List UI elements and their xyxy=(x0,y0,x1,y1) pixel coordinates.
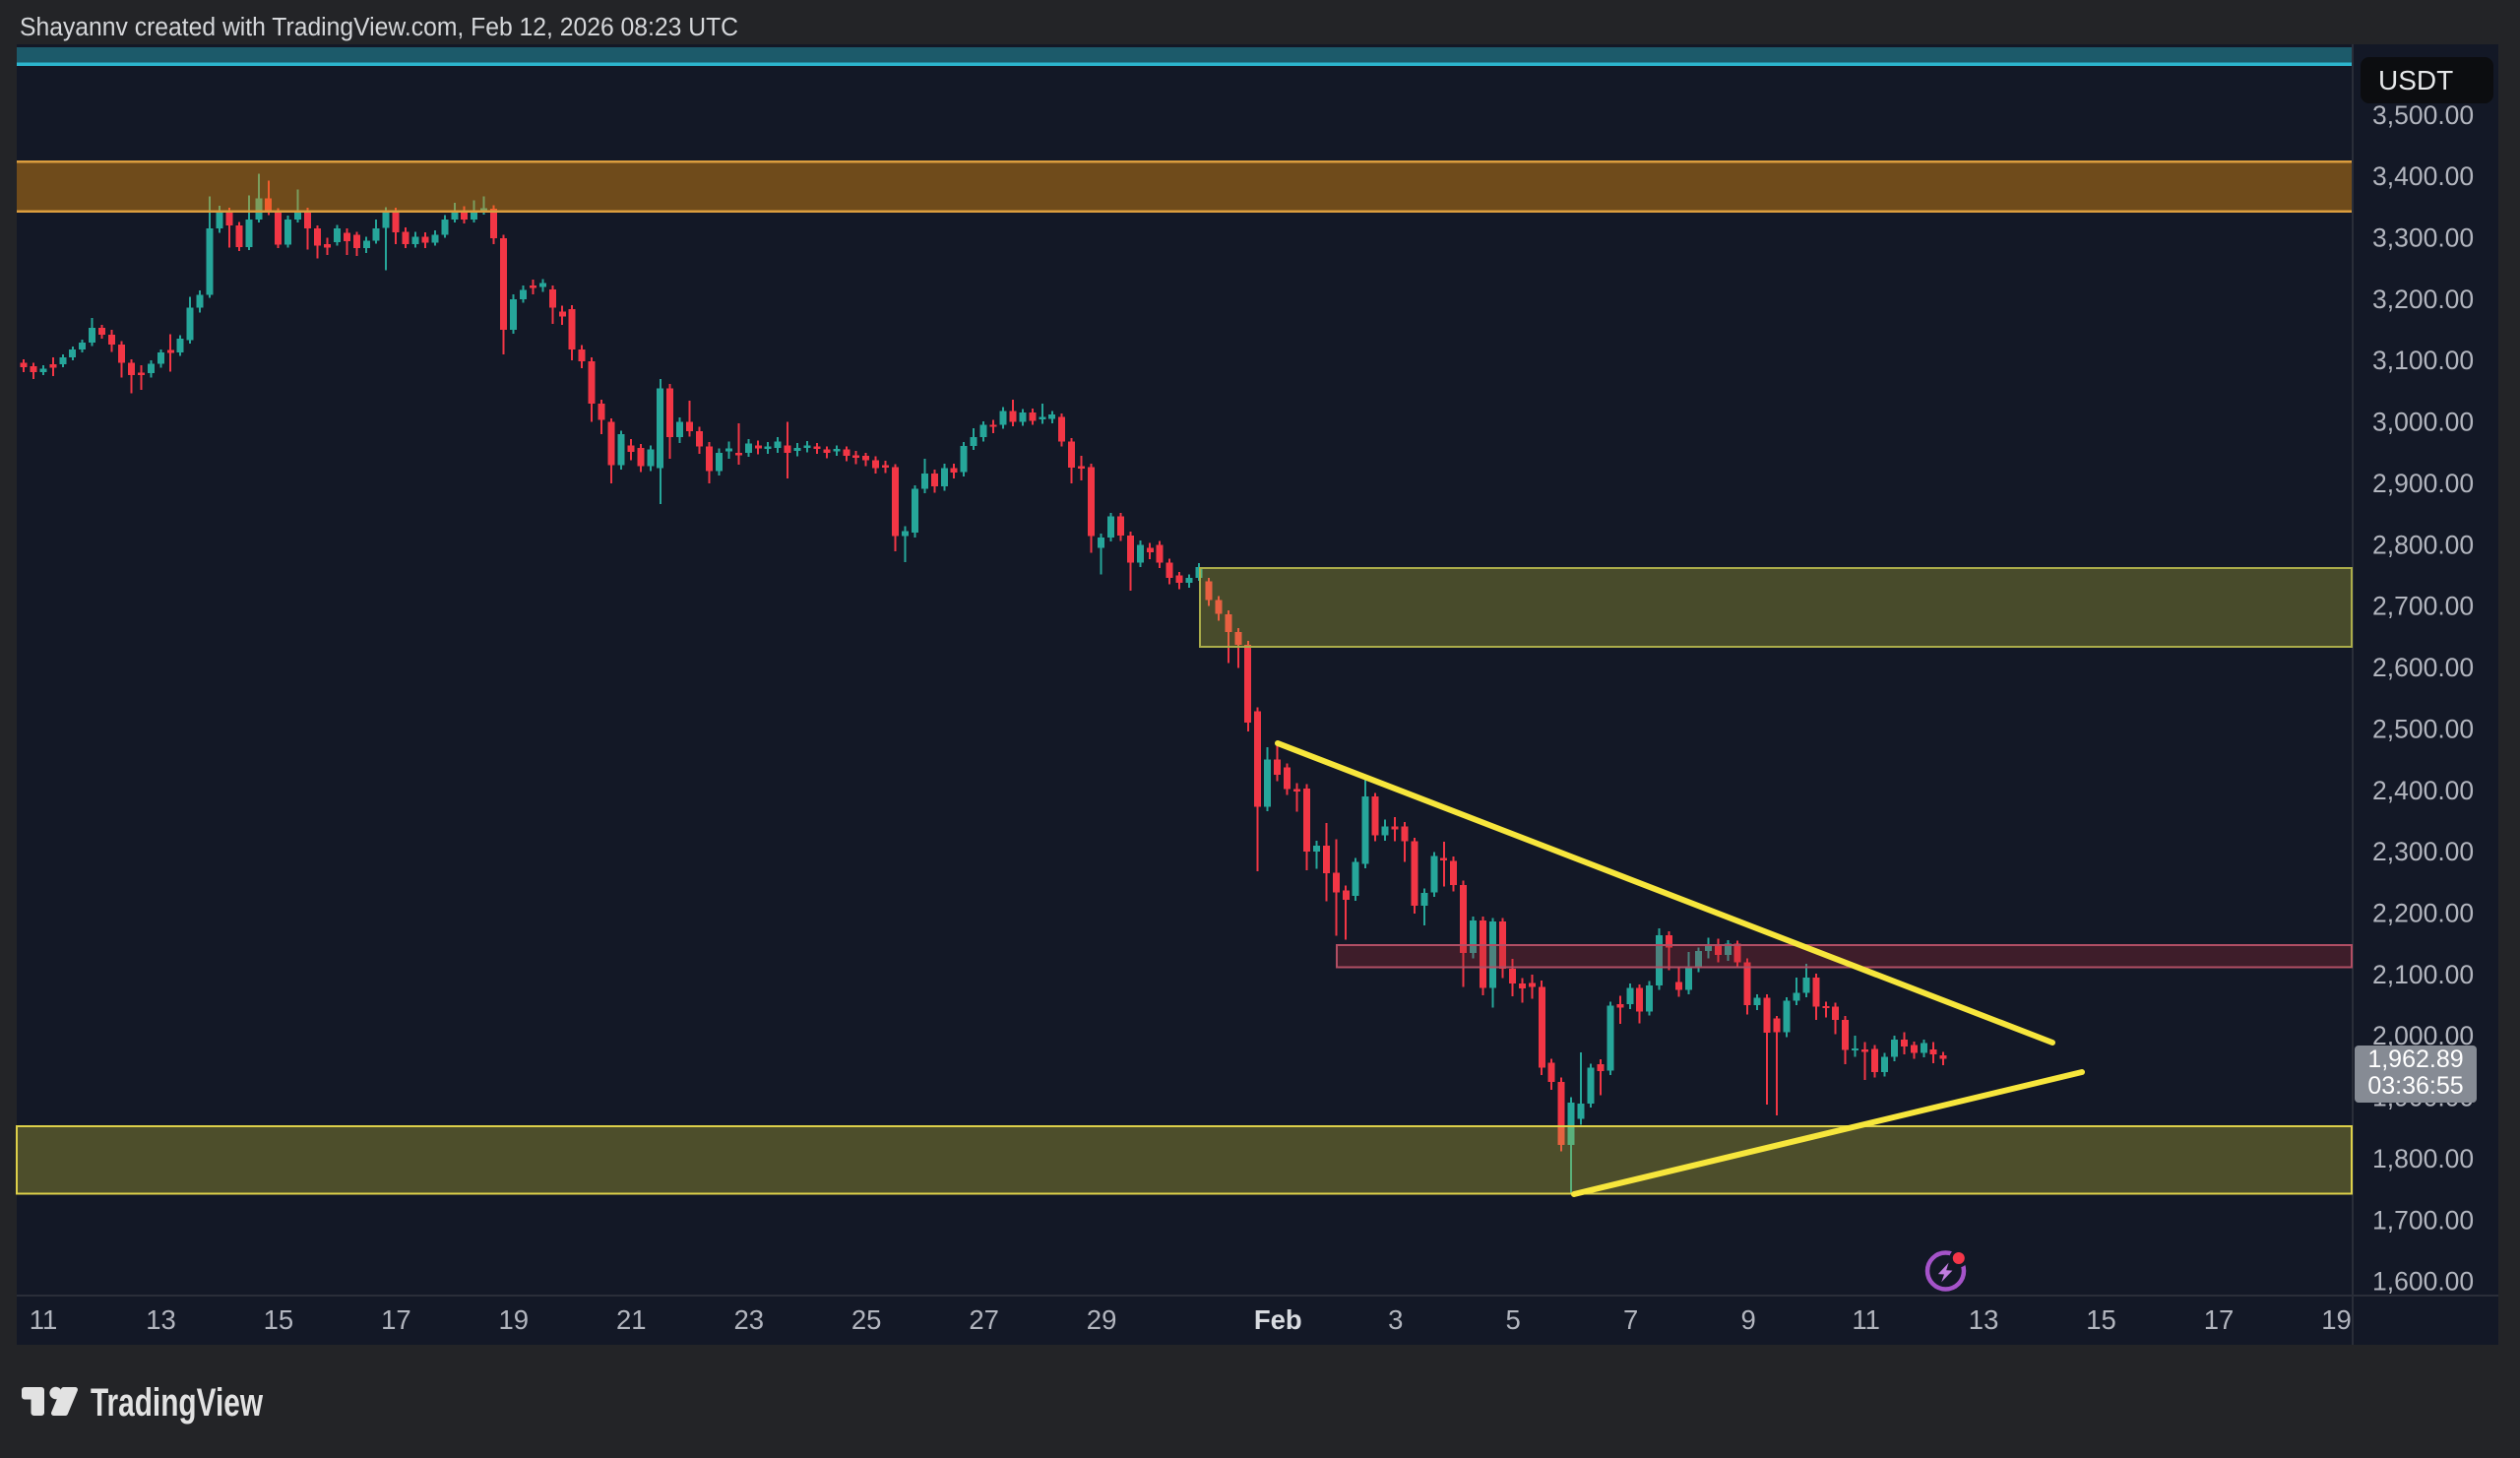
svg-text:2,600.00: 2,600.00 xyxy=(2372,653,2474,682)
svg-text:15: 15 xyxy=(264,1304,294,1335)
svg-text:03:36:55: 03:36:55 xyxy=(2367,1072,2463,1100)
svg-text:3,400.00: 3,400.00 xyxy=(2372,161,2474,191)
svg-text:3: 3 xyxy=(1388,1304,1403,1335)
svg-text:1,600.00: 1,600.00 xyxy=(2372,1267,2474,1297)
svg-text:3,200.00: 3,200.00 xyxy=(2372,285,2474,314)
svg-text:2,700.00: 2,700.00 xyxy=(2372,592,2474,621)
svg-text:3,300.00: 3,300.00 xyxy=(2372,223,2474,253)
svg-text:11: 11 xyxy=(30,1304,58,1335)
svg-text:3,100.00: 3,100.00 xyxy=(2372,346,2474,375)
svg-text:2,100.00: 2,100.00 xyxy=(2372,960,2474,989)
svg-text:11: 11 xyxy=(1852,1304,1880,1335)
svg-text:19: 19 xyxy=(2321,1304,2352,1335)
svg-text:2,500.00: 2,500.00 xyxy=(2372,714,2474,743)
svg-text:2,300.00: 2,300.00 xyxy=(2372,837,2474,866)
svg-text:TradingView: TradingView xyxy=(91,1381,264,1425)
svg-text:2,200.00: 2,200.00 xyxy=(2372,899,2474,928)
svg-text:13: 13 xyxy=(1969,1304,1999,1335)
svg-text:2,400.00: 2,400.00 xyxy=(2372,776,2474,805)
svg-text:7: 7 xyxy=(1623,1304,1638,1335)
svg-text:23: 23 xyxy=(734,1304,765,1335)
svg-text:13: 13 xyxy=(146,1304,176,1335)
svg-text:3,500.00: 3,500.00 xyxy=(2372,100,2474,130)
svg-text:USDT: USDT xyxy=(2378,65,2453,95)
svg-text:2,900.00: 2,900.00 xyxy=(2372,469,2474,498)
svg-text:1,962.89: 1,962.89 xyxy=(2367,1046,2463,1073)
svg-text:Shayannv created with TradingV: Shayannv created with TradingView.com, F… xyxy=(20,14,738,41)
svg-text:3,000.00: 3,000.00 xyxy=(2372,408,2474,437)
svg-text:1,800.00: 1,800.00 xyxy=(2372,1144,2474,1173)
svg-text:17: 17 xyxy=(2204,1304,2235,1335)
svg-text:25: 25 xyxy=(851,1304,882,1335)
svg-text:15: 15 xyxy=(2086,1304,2116,1335)
svg-text:1,700.00: 1,700.00 xyxy=(2372,1205,2474,1235)
svg-text:19: 19 xyxy=(499,1304,530,1335)
svg-text:29: 29 xyxy=(1087,1304,1117,1335)
svg-text:21: 21 xyxy=(616,1304,647,1335)
svg-text:27: 27 xyxy=(969,1304,999,1335)
svg-text:17: 17 xyxy=(381,1304,411,1335)
svg-text:5: 5 xyxy=(1506,1304,1521,1335)
svg-text:2,800.00: 2,800.00 xyxy=(2372,530,2474,559)
svg-text:Feb: Feb xyxy=(1254,1304,1302,1335)
svg-text:9: 9 xyxy=(1741,1304,1756,1335)
